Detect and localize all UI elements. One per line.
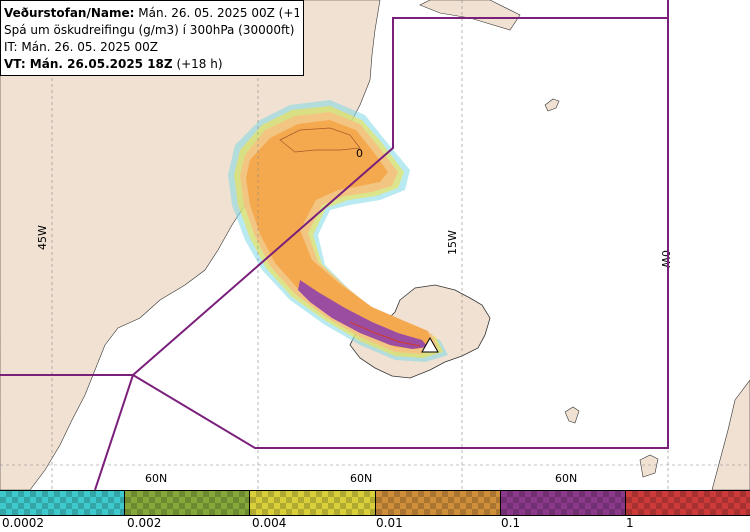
island [639, 454, 659, 478]
meridian-label-15w: 15W [446, 230, 459, 255]
legend-swatch [250, 491, 376, 515]
contour-label: 0 [356, 147, 363, 160]
info-line-product: Spá um öskudreifingu (g/m3) í 300hPa (30… [4, 23, 295, 37]
info-line-issue-time: IT: Mán. 26. 05. 2025 00Z [4, 40, 158, 54]
info-name-label: Veðurstofan/Name: [4, 6, 135, 20]
fir-boundary [0, 0, 669, 490]
meridian-label-0w: 0W [659, 250, 672, 268]
concentration-legend: 0.0002 0.002 0.004 0.01 0.1 1 [0, 490, 750, 532]
legend-swatch [500, 491, 626, 515]
scandinavia-land [711, 379, 750, 490]
ash-plume-high [298, 280, 428, 349]
legend-tick: 0.1 [501, 516, 521, 530]
parallel-label-3: 60N [555, 472, 577, 485]
ash-contour-line [279, 127, 361, 153]
info-line-name: Veðurstofan/Name: Mán. 26. 05. 2025 00Z … [4, 5, 299, 22]
legend-swatch [0, 491, 126, 515]
legend-tick: 0.004 [252, 516, 287, 530]
island [544, 98, 560, 112]
forecast-info-panel: Veðurstofan/Name: Mán. 26. 05. 2025 00Z … [0, 0, 304, 76]
volcano-marker-icon [421, 336, 439, 353]
legend-swatch [125, 491, 251, 515]
legend-swatch [625, 491, 750, 515]
ash-dispersion-map: 0 45W 15W 0W 60N 60N 60N [0, 0, 750, 490]
info-name-value: Mán. 26. 05. 2025 00Z (+18 h) [138, 6, 299, 20]
legend-tick: 0.01 [376, 516, 403, 530]
info-valid-label: VT: Mán. 26.05.2025 18Z [4, 57, 173, 71]
legend-tick: 0.0002 [2, 516, 44, 530]
legend-tick: 1 [626, 516, 634, 530]
meridian-label-45w: 45W [36, 225, 49, 250]
island [564, 406, 580, 424]
ash-plume-mid [246, 120, 432, 349]
parallel-label-2: 60N [350, 472, 372, 485]
island [419, 0, 521, 31]
parallel-label-1: 60N [145, 472, 167, 485]
legend-color-bar [0, 490, 750, 516]
legend-swatch [375, 491, 501, 515]
legend-tick: 0.002 [127, 516, 162, 530]
ash-plume-high-edge [349, 321, 421, 347]
info-line-valid-time: VT: Mán. 26.05.2025 18Z (+18 h) [4, 56, 299, 73]
info-valid-value: (+18 h) [176, 57, 223, 71]
